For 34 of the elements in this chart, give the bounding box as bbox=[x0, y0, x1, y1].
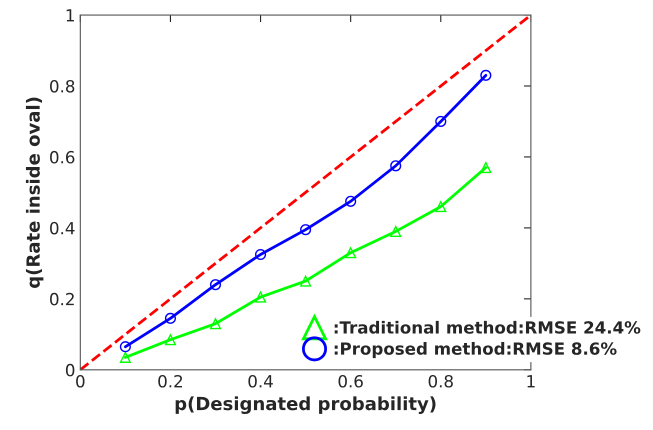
point bbox=[254, 248, 266, 260]
point bbox=[345, 247, 356, 258]
point bbox=[210, 279, 222, 290]
y-tick-label: 0.4 bbox=[50, 222, 75, 234]
y-tick-label: 0.8 bbox=[50, 80, 74, 93]
x-tick-label: 0.6 bbox=[338, 374, 363, 388]
point bbox=[435, 116, 446, 128]
y-tick-label: 0.2 bbox=[50, 292, 74, 306]
x-tick-label: 0.2 bbox=[158, 374, 182, 388]
point bbox=[480, 162, 492, 174]
point bbox=[480, 70, 492, 81]
legend-label: :Traditional method:RMSE 24.4% bbox=[334, 320, 640, 334]
point bbox=[120, 352, 131, 363]
point bbox=[210, 318, 222, 330]
y-tick-label: 1 bbox=[66, 9, 74, 22]
point bbox=[435, 201, 446, 212]
point bbox=[390, 160, 402, 172]
point bbox=[300, 224, 312, 236]
y-tick-label: 0 bbox=[66, 364, 74, 376]
point bbox=[345, 196, 356, 207]
point bbox=[300, 276, 312, 287]
y-tick-label: 0.6 bbox=[50, 150, 74, 164]
point bbox=[120, 341, 131, 352]
x-tick-label: 0 bbox=[76, 374, 85, 388]
x-axis-title: p(Designated probability) bbox=[176, 396, 436, 414]
y-axis-title: q(Rate inside oval) bbox=[26, 98, 44, 288]
point bbox=[390, 226, 402, 238]
x-tick-label: 1 bbox=[527, 375, 535, 388]
point bbox=[254, 292, 266, 303]
x-tick-label: 0.8 bbox=[428, 374, 453, 388]
point bbox=[164, 312, 176, 324]
x-tick-label: 0.4 bbox=[248, 374, 273, 388]
legend-label: :Proposed method:RMSE 8.6% bbox=[334, 342, 617, 358]
point bbox=[164, 334, 176, 346]
